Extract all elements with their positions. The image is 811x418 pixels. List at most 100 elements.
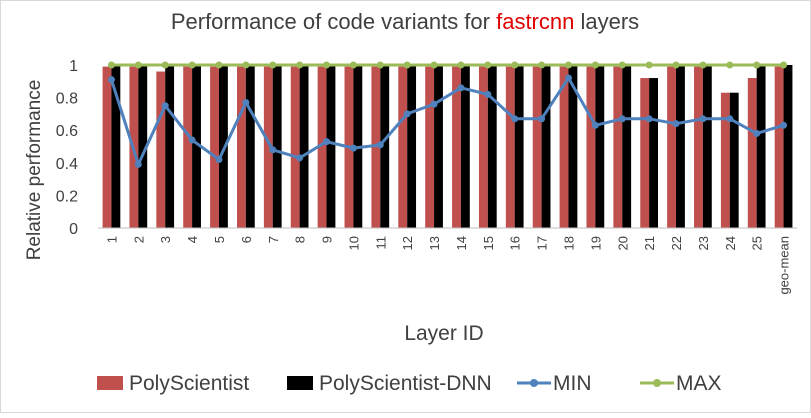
legend-label-min: MIN [553,372,592,395]
point-max [215,61,223,69]
point-min [618,115,626,123]
x-tick-label: 10 [346,236,361,250]
point-max [591,61,599,69]
bar-polyscientist [102,66,112,228]
x-tick-label: 22 [669,236,684,250]
x-tick-label: 14 [454,236,469,250]
legend: PolyScientist PolyScientist-DNN MIN MAX [97,372,722,395]
point-min [430,100,438,108]
bar-polyscientist-dnn [595,65,605,228]
point-min [323,138,331,146]
x-tick-label: 2 [131,236,146,243]
bar-polyscientist [640,78,650,228]
point-max [726,61,734,69]
point-min [699,115,707,123]
bar-polyscientist-dnn [165,65,175,228]
x-tick-label: 3 [158,236,173,243]
bar-polyscientist-dnn [192,65,201,228]
point-min [726,115,734,123]
point-max [107,61,115,69]
bar-polyscientist-dnn [407,65,417,228]
bar-polyscientist [263,66,273,228]
bar-polyscientist [425,66,435,228]
point-min [753,129,761,137]
x-axis-title: Layer ID [404,322,483,345]
y-tick-label: 0 [69,221,78,238]
point-max [753,61,761,69]
bar-polyscientist-dnn [514,65,524,228]
bar-polyscientist [747,78,757,228]
point-max [672,61,680,69]
point-min [188,136,196,144]
x-tick-label: 19 [588,236,603,250]
bar-polyscientist [236,66,246,228]
point-min [376,141,384,149]
bar-polyscientist-dnn [111,65,121,228]
bar-polyscientist [720,92,730,229]
y-tick-label: 0.8 [56,91,78,108]
bar-polyscientist [586,66,596,228]
x-tick-label: 11 [373,236,388,250]
x-tick-label: 4 [185,236,200,243]
bar-polyscientist-dnn [541,65,551,228]
x-tick-label: 20 [615,236,630,250]
x-tick-label: 15 [481,236,496,250]
point-min [242,98,250,106]
point-min [107,76,115,84]
point-max [376,61,384,69]
x-tick-label: 13 [427,236,442,250]
x-tick-label: 12 [400,236,415,250]
point-min [403,110,411,118]
y-tick-label: 1 [69,58,78,75]
bar-polyscientist [210,66,219,228]
point-min [564,74,572,82]
point-min [484,90,492,98]
point-max [161,61,169,69]
bar-polyscientist [452,66,461,228]
x-tick-label: geo-mean [777,236,792,295]
x-tick-label: 18 [561,236,576,250]
point-min [134,160,142,168]
x-tick-label: 7 [266,236,281,243]
point-max [484,61,492,69]
bar-polyscientist [317,66,327,228]
point-min [538,115,546,123]
bar-polyscientist-dnn [568,65,578,228]
y-axis-title: Relative performance [24,80,45,261]
bar-polyscientist [156,71,166,229]
point-max [618,61,626,69]
x-tick-label: 6 [239,236,254,243]
bar-polyscientist [290,66,300,228]
chart-title-suffix: layers [574,9,639,34]
legend-marker-max [653,379,661,387]
bar-polyscientist [398,66,408,228]
bar-polyscientist-dnn [783,65,793,228]
point-max [699,61,707,69]
line-min [110,76,784,166]
point-max [511,61,519,69]
bar-polyscientist-dnn [299,65,309,228]
point-max [645,61,653,69]
point-max [538,61,546,69]
bar-polyscientist [667,66,677,228]
bar-polyscientist-dnn [487,65,497,228]
x-tick-label: 23 [696,236,711,250]
x-tick-label: 9 [320,236,335,243]
point-max [242,61,250,69]
bar-polyscientist-dnn [729,92,739,229]
bar-polyscientist [505,66,515,228]
legend-label-polyscientist: PolyScientist [129,372,249,395]
bar-polyscientist-dnn [434,65,443,228]
bar-polyscientist [183,66,193,228]
point-min [296,154,304,162]
chart-title-prefix: Performance of code variants for [171,9,496,34]
point-max [134,61,142,69]
point-min [269,146,277,154]
legend-marker-min [530,379,538,387]
point-min [161,102,169,110]
legend-label-polyscientist-dnn: PolyScientist-DNN [319,372,492,395]
bar-polyscientist [371,66,381,228]
bar-polyscientist-dnn [649,78,659,228]
x-tick-label: 25 [750,236,765,250]
